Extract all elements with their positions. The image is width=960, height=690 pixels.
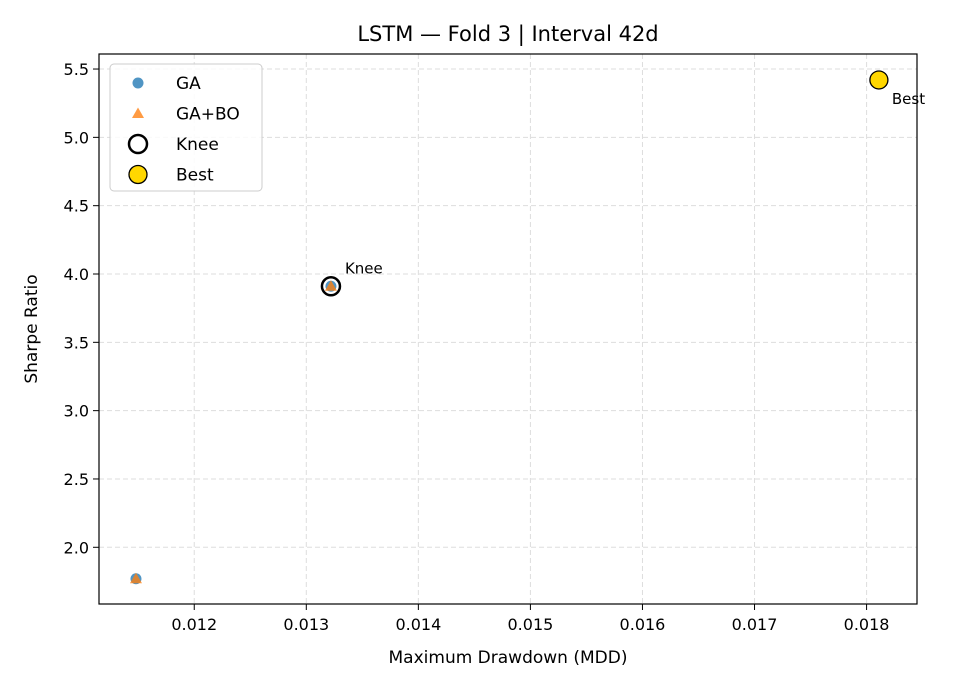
grid bbox=[99, 54, 917, 604]
y-tick-label: 5.5 bbox=[64, 60, 89, 79]
legend-marker-best bbox=[128, 164, 148, 185]
y-tick-label: 3.5 bbox=[64, 333, 89, 352]
x-tick-label: 0.018 bbox=[844, 615, 890, 634]
ga-bo-point bbox=[324, 280, 337, 291]
y-tick-label: 2.5 bbox=[64, 470, 89, 489]
y-tick-label: 4.5 bbox=[64, 197, 89, 216]
legend-marker-ga bbox=[132, 77, 144, 89]
legend-label-ga: GA bbox=[176, 74, 201, 94]
legend-marker-knee bbox=[127, 133, 149, 155]
x-tick-label: 0.016 bbox=[620, 615, 666, 634]
y-tick-label: 2.0 bbox=[64, 538, 89, 557]
y-tick-label: 5.0 bbox=[64, 128, 89, 147]
knee-annotation: Knee bbox=[345, 259, 383, 277]
x-tick-label: 0.014 bbox=[395, 615, 441, 634]
legend-marker-ga-bo bbox=[132, 107, 144, 118]
data-marks bbox=[129, 70, 889, 585]
best-annotation: Best bbox=[892, 90, 925, 108]
y-axis-label: Sharpe Ratio bbox=[22, 274, 42, 383]
legend-box bbox=[109, 63, 263, 192]
x-axis-label: Maximum Drawdown (MDD) bbox=[389, 648, 628, 668]
axis-ticks: 0.012 0.013 0.014 0.015 0.016 0.017 0.018 2.0 2.… bbox=[64, 60, 890, 634]
x-tick-label: 0.012 bbox=[171, 615, 217, 634]
plot-frame bbox=[98, 53, 918, 605]
ga-bo-point bbox=[129, 572, 142, 584]
knee-point bbox=[320, 276, 342, 297]
y-tick-label: 3.0 bbox=[64, 402, 89, 421]
legend-label-ga-bo: GA+BO bbox=[176, 105, 240, 125]
annotations: Knee Best bbox=[345, 90, 925, 277]
x-tick-label: 0.017 bbox=[732, 615, 778, 634]
y-tick-label: 4.0 bbox=[64, 265, 89, 284]
x-tick-label: 0.013 bbox=[283, 615, 329, 634]
x-tick-label: 0.015 bbox=[508, 615, 554, 634]
chart-title: LSTM — Fold 3 | Interval 42d bbox=[357, 22, 658, 47]
legend: GA GA+BO Knee Best bbox=[109, 63, 263, 192]
legend-label-best: Best bbox=[176, 166, 214, 186]
legend-label-knee: Knee bbox=[176, 135, 219, 155]
best-point bbox=[869, 70, 889, 90]
